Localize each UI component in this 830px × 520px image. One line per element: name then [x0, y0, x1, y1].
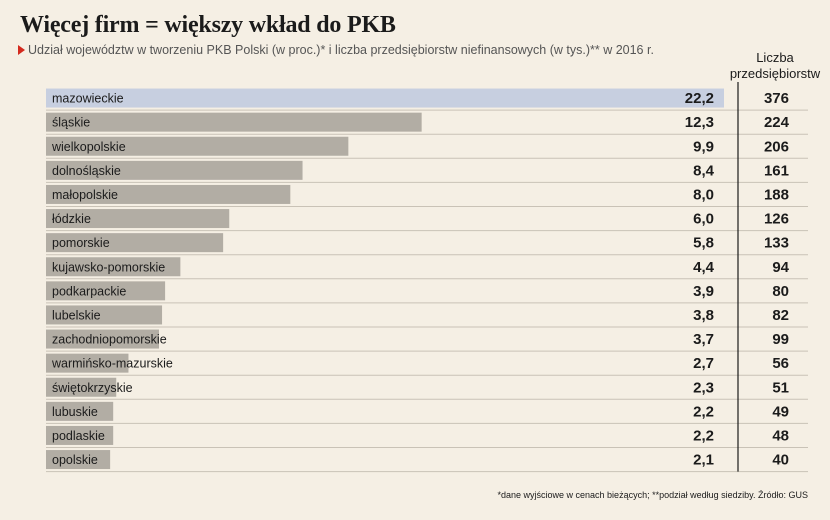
bar [46, 353, 129, 373]
bar [46, 112, 422, 132]
footnote: *dane wyjściowe w cenach bieżących; **po… [497, 490, 809, 500]
bar [46, 136, 349, 156]
companies-count: 56 [772, 355, 789, 372]
category-label: warmińsko-mazurskie [51, 357, 173, 371]
category-label: lubuskie [52, 405, 98, 419]
companies-header-line1: Liczba [756, 50, 794, 65]
value-label: 12,3 [685, 114, 714, 131]
value-label: 3,7 [693, 331, 714, 348]
value-label: 8,0 [693, 186, 714, 203]
bar [46, 88, 724, 108]
value-label: 6,0 [693, 211, 714, 228]
value-label: 2,7 [693, 355, 714, 372]
bar [46, 257, 181, 277]
bar [46, 305, 163, 325]
category-label: podkarpackie [52, 284, 126, 298]
companies-count: 133 [764, 235, 789, 252]
value-label: 3,9 [693, 283, 714, 300]
companies-count: 48 [772, 427, 789, 444]
companies-column-header: Liczba przedsiębiorstw [720, 50, 830, 82]
category-label: podlaskie [52, 429, 105, 443]
category-label: mazowieckie [52, 92, 124, 106]
companies-count: 80 [772, 283, 789, 300]
category-label: zachodniopomorskie [52, 333, 167, 347]
companies-count: 99 [772, 331, 789, 348]
bar [46, 233, 224, 253]
bar [46, 425, 114, 445]
value-label: 3,8 [693, 307, 714, 324]
companies-count: 206 [764, 138, 789, 155]
companies-count: 82 [772, 307, 789, 324]
category-label: lubelskie [52, 308, 101, 322]
category-label: śląskie [52, 116, 90, 130]
category-label: świętokrzyskie [52, 381, 133, 395]
bar [46, 450, 111, 470]
category-label: wielkopolskie [51, 140, 126, 154]
bar [46, 160, 303, 180]
value-label: 9,9 [693, 138, 714, 155]
value-label: 2,1 [693, 452, 714, 469]
category-label: kujawsko-pomorskie [52, 260, 165, 274]
bar [46, 184, 291, 204]
value-label: 8,4 [693, 162, 715, 179]
bar [46, 401, 114, 421]
companies-count: 40 [772, 452, 789, 469]
value-label: 2,3 [693, 379, 714, 396]
category-label: pomorskie [52, 236, 110, 250]
subtitle-text: Udział województw w tworzeniu PKB Polski… [28, 43, 654, 57]
companies-header-line2: przedsiębiorstw [729, 66, 821, 81]
category-label: małopolskie [52, 188, 118, 202]
value-label: 5,8 [693, 235, 714, 252]
value-label: 2,2 [693, 403, 714, 420]
bar [46, 281, 166, 301]
companies-count: 188 [764, 186, 789, 203]
category-label: dolnośląskie [52, 164, 121, 178]
companies-count: 49 [772, 403, 789, 420]
companies-count: 224 [764, 114, 790, 131]
companies-count: 94 [772, 259, 789, 276]
category-label: opolskie [52, 453, 98, 467]
category-label: łódzkie [52, 212, 91, 226]
bar [46, 209, 230, 229]
companies-count: 161 [764, 162, 789, 179]
chart-subtitle: Udział województw w tworzeniu PKB Polski… [18, 43, 654, 57]
value-label: 22,2 [685, 90, 714, 107]
bar [46, 377, 117, 397]
companies-count: 126 [764, 211, 789, 228]
value-label: 2,2 [693, 427, 714, 444]
chart-title: Więcej firm = większy wkład do PKB [20, 12, 396, 38]
companies-count: 51 [772, 379, 789, 396]
bar [46, 329, 159, 349]
triangle-marker-icon [18, 45, 25, 55]
value-label: 4,4 [693, 259, 715, 276]
companies-count: 376 [764, 90, 789, 107]
